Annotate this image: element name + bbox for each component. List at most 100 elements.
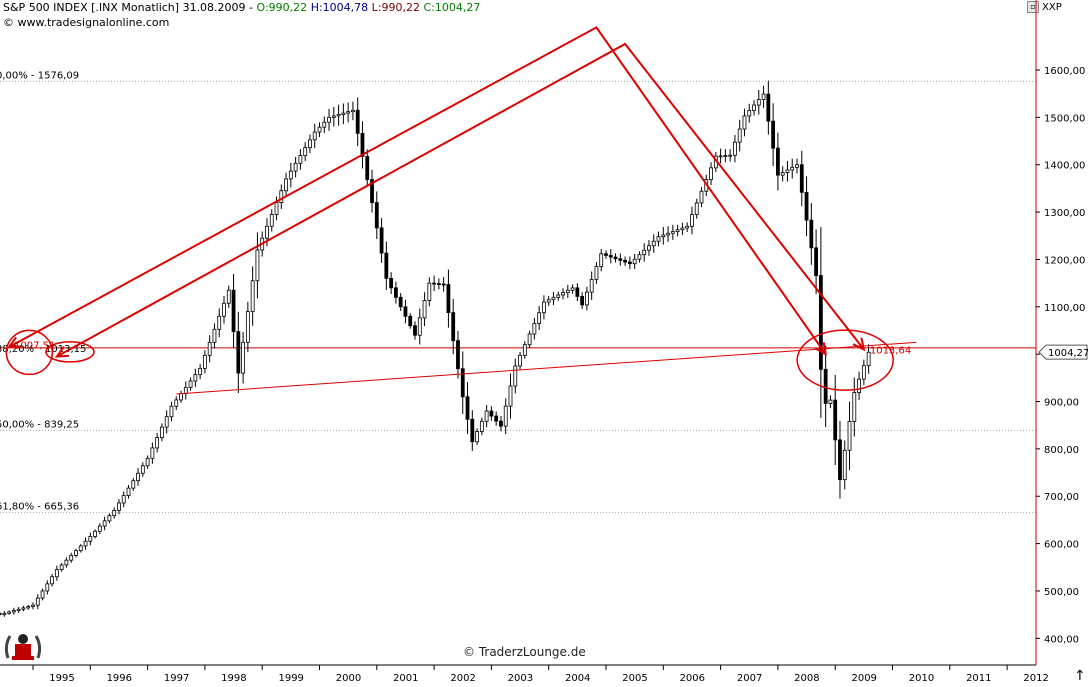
candle-down: [360, 132, 365, 157]
y-tick-label: 1300,00: [1044, 208, 1085, 219]
candle-up: [331, 115, 336, 118]
candle-up: [866, 351, 871, 367]
candle-down: [623, 259, 627, 263]
x-tick-label: 2011: [966, 673, 991, 684]
candle-up: [164, 416, 169, 428]
last-price-label: 1004,27: [1048, 348, 1088, 359]
candle-up: [121, 495, 126, 504]
candle-up: [131, 480, 136, 489]
candle-down: [627, 261, 632, 265]
candle-up: [126, 487, 131, 496]
candle-up: [842, 449, 847, 481]
candle-up: [561, 292, 565, 296]
candle-up: [651, 240, 656, 247]
candle-up: [288, 170, 293, 180]
candle-up: [861, 365, 866, 380]
y-tick-label: 1500,00: [1044, 113, 1085, 124]
x-tick-label: 1997: [164, 673, 189, 684]
candle-down: [608, 255, 613, 258]
candle-up: [183, 386, 188, 395]
candle-up: [7, 611, 12, 614]
annotation-label: 1007,51: [14, 341, 55, 352]
candle-up: [226, 289, 231, 304]
fib-label: 1013,15: [45, 344, 86, 355]
y-tick-label: 500,00: [1044, 587, 1079, 598]
last-price-marker: [1038, 344, 1088, 360]
candle-up: [45, 583, 50, 592]
candle-up: [74, 550, 78, 556]
candle-down: [456, 340, 460, 370]
candle-down: [236, 331, 241, 374]
candle-down: [766, 93, 771, 122]
highlight-ellipse: [5, 329, 54, 376]
candle-down: [833, 399, 838, 441]
candle-up: [661, 234, 666, 238]
candle-up: [503, 405, 508, 427]
candle-up: [293, 162, 298, 172]
candle-down: [776, 147, 780, 176]
candle-up: [245, 311, 250, 343]
candle-up: [847, 421, 852, 451]
candle-up: [556, 294, 561, 298]
candle-up: [484, 410, 489, 422]
arrow-head: [7, 336, 22, 349]
arrow-head: [852, 337, 866, 352]
x-tick-label: 2007: [737, 673, 762, 684]
candle-up: [527, 333, 532, 346]
candle-up: [145, 457, 150, 467]
candle-up: [351, 109, 355, 113]
candle-down: [398, 296, 403, 308]
x-tick-label: 2006: [680, 673, 705, 684]
fib-label: 61,80% - 665,36: [0, 502, 79, 513]
candle-up: [136, 472, 140, 482]
candle-down: [804, 192, 809, 221]
candle-up: [312, 131, 317, 141]
candle-up: [93, 530, 97, 537]
candle-up: [518, 354, 522, 367]
candle-up: [795, 164, 799, 168]
watermark: © TraderzLounge.de: [463, 645, 586, 659]
candle-down: [580, 295, 585, 306]
y-tick-label: 1100,00: [1044, 303, 1085, 314]
candle-up: [2, 612, 7, 616]
arrow-head: [54, 346, 69, 358]
candle-up: [26, 606, 31, 609]
candle-up: [479, 420, 484, 432]
candle-up: [198, 367, 203, 376]
candle-up: [97, 525, 102, 532]
candle-up: [35, 597, 40, 606]
candle-down: [470, 418, 475, 443]
candle-up: [83, 540, 88, 547]
candle-up: [341, 112, 346, 115]
y-tick-label: 900,00: [1044, 398, 1079, 409]
candle-up: [417, 317, 422, 336]
candle-up: [50, 576, 54, 585]
header-symbol: S&P 500 INDEX [.INX Monatlich] 31.08.200…: [3, 1, 257, 14]
candle-up: [756, 99, 761, 106]
candle-up: [585, 291, 589, 306]
candle-up: [54, 569, 59, 578]
candle-down: [441, 283, 446, 286]
candle-up: [59, 564, 64, 571]
candle-up: [279, 190, 284, 204]
x-tick-label: 2004: [565, 673, 590, 684]
candle-up: [169, 405, 174, 418]
candle-up: [88, 536, 93, 542]
candle-up: [852, 392, 857, 422]
candle-up: [542, 301, 546, 314]
arrow-line-1: [8, 26, 827, 355]
candle-up: [723, 155, 728, 157]
candle-up: [637, 254, 642, 260]
candle-down: [613, 256, 618, 260]
scroll-up-arrow-icon[interactable]: ↑: [1074, 668, 1086, 684]
candle-up: [642, 249, 647, 256]
candle-up: [475, 431, 479, 443]
candle-up: [857, 378, 861, 393]
candle-up: [265, 225, 269, 239]
candle-up: [709, 167, 713, 180]
candle-up: [565, 289, 570, 293]
highlight-ellipse: [45, 341, 95, 363]
candle-down: [0, 612, 2, 616]
candle-up: [322, 121, 327, 128]
x-tick-label: 2000: [336, 673, 361, 684]
